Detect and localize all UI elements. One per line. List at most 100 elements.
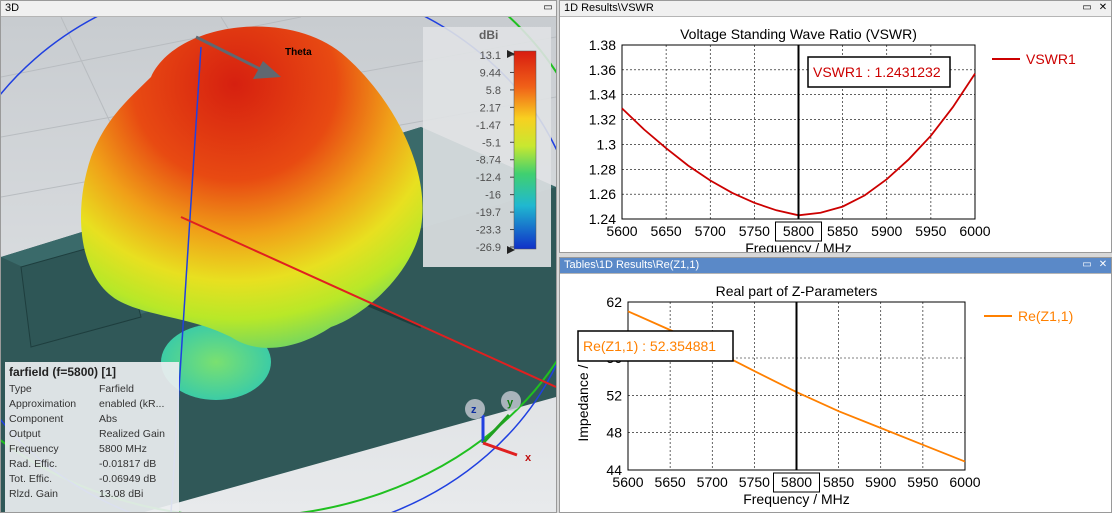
info-row: Component Abs [9, 412, 175, 427]
gizmo-x-label: x [525, 452, 532, 464]
chart-title: Real part of Z-Parameters [716, 283, 878, 299]
theta-label: Theta [285, 47, 312, 58]
legend-tick-label: 9.44 [480, 67, 501, 79]
x-tick-label: 5600 [612, 474, 643, 490]
y-tick-label: 1.36 [589, 62, 616, 78]
panel-rez-titlebar[interactable]: Tables\1D Results\Re(Z1,1) ▭ ✕ [560, 258, 1111, 274]
main-lobe [81, 26, 423, 348]
viewport-3d[interactable]: Theta dBi 13.1 9.44 5.8 2.17 -1.47 -5.1 -8.74 -… [1, 17, 556, 512]
color-legend: dBi 13.1 9.44 5.8 2.17 -1.47 -5.1 -8.74 -12.4 -1… [423, 27, 551, 267]
x-tick-label: 5850 [823, 474, 854, 490]
legend-tick-label: 5.8 [486, 85, 501, 97]
panel-vswr-titlebar[interactable]: 1D Results\VSWR ▭ ✕ [560, 1, 1111, 17]
marker-x-box [773, 472, 820, 493]
info-row: Type Farfield [9, 382, 175, 397]
info-value: 5800 MHz [99, 443, 147, 455]
farfield-scene[interactable]: Theta dBi 13.1 9.44 5.8 2.17 -1.47 -5.1 -8.74 -… [1, 17, 556, 513]
info-key: Rad. Effic. [9, 458, 58, 470]
x-tick-label: 5600 [606, 223, 637, 239]
info-value: -0.06949 dB [99, 473, 157, 485]
gizmo-z-label: z [471, 404, 477, 416]
y-tick-label: 1.24 [589, 211, 616, 227]
maximize-icon[interactable]: ▭ [543, 2, 553, 13]
x-tick-label: 5900 [865, 474, 896, 490]
theta-arrow [195, 35, 267, 74]
x-tick-label: 6000 [959, 223, 990, 239]
legend-tick-label: -26.9 [476, 242, 501, 254]
legend-colorbar [513, 50, 537, 250]
x-tick-label: 5650 [651, 223, 682, 239]
legend-tick-label: -12.4 [476, 172, 501, 184]
x-tick-label: 5700 [697, 474, 728, 490]
legend-label: VSWR1 [1026, 51, 1076, 67]
info-value: Abs [99, 413, 118, 425]
legend-bottom-arrow [507, 246, 515, 254]
marker-readout: Re(Z1,1) : 52.354881 [583, 338, 716, 354]
marker-readout-box[interactable] [577, 330, 734, 362]
y-tick-label: 1.32 [589, 112, 616, 128]
marker-readout-box[interactable] [807, 56, 951, 88]
info-heading: farfield (f=5800) [1] [9, 365, 117, 379]
panel-3d-title: 3D [5, 2, 20, 14]
chart-title: Voltage Standing Wave Ratio (VSWR) [680, 26, 917, 42]
marker-readout: VSWR1 : 1.2431232 [813, 64, 941, 80]
theta-arrowhead [253, 61, 281, 79]
legend-top-arrow [507, 50, 515, 58]
info-key: Tot. Effic. [9, 473, 52, 485]
legend-tick-label: -23.3 [476, 225, 501, 237]
maximize-icon[interactable]: ▭ [1082, 2, 1092, 13]
x-tick-label: 5900 [871, 223, 902, 239]
info-row: Output Realized Gain [9, 427, 175, 442]
y-tick-label: 1.34 [589, 87, 616, 103]
close-icon[interactable]: ✕ [1098, 2, 1108, 13]
x-tick-label: 5750 [739, 474, 770, 490]
y-tick-label: 52 [606, 387, 622, 403]
x-axis-line [180, 216, 556, 388]
y-tick-label: 48 [606, 425, 622, 441]
farfield-info-box: farfield (f=5800) [1] Type Farfield Approx… [5, 362, 179, 512]
info-row: Rlzd. Gain 13.08 dBi [9, 487, 175, 502]
legend-tick-label: 2.17 [480, 102, 501, 114]
panel-vswr[interactable]: 1D Results\VSWR ▭ ✕ Voltage Standing Wav… [559, 0, 1112, 253]
legend-tick-label: 13.1 [480, 50, 501, 62]
y-tick-label: 1.38 [589, 37, 616, 53]
x-tick-label: 5700 [695, 223, 726, 239]
close-icon[interactable]: ✕ [1098, 259, 1108, 270]
info-row: Rad. Effic. -0.01817 dB [9, 457, 175, 472]
info-value: -0.01817 dB [99, 458, 157, 470]
marker-x-box [775, 221, 822, 242]
info-row: Approximation enabled (kR... [9, 397, 175, 412]
legend-ticks: 13.1 9.44 5.8 2.17 -1.47 -5.1 -8.74 -12.4 -16 -19… [476, 50, 514, 254]
info-key: Rlzd. Gain [9, 488, 59, 500]
x-axis-label: Frequency / MHz [743, 491, 850, 507]
info-value: Farfield [99, 383, 135, 395]
x-axis-label: Frequency / MHz [745, 240, 852, 253]
panel-rez[interactable]: Tables\1D Results\Re(Z1,1) ▭ ✕ Real part… [559, 257, 1112, 513]
marker-x-label: 5800 [783, 223, 814, 239]
gizmo-y-label: y [507, 397, 514, 409]
x-tick-label: 5950 [907, 474, 938, 490]
info-row: Frequency 5800 MHz [9, 442, 175, 457]
x-tick-label: 5850 [827, 223, 858, 239]
rez-chart[interactable]: Real part of Z-Parameters 5600 5650 5700 575… [560, 274, 1111, 513]
y-tick-label: 44 [606, 462, 622, 478]
info-rows: Type Farfield Approximation enabled (kR... C… [9, 382, 175, 502]
maximize-icon[interactable]: ▭ [1082, 259, 1092, 270]
orientation-gizmo: z y x [465, 391, 532, 464]
x-tick-label: 5650 [655, 474, 686, 490]
info-key: Component [9, 413, 64, 425]
info-key: Frequency [9, 443, 59, 455]
y-tick-label: 1.26 [589, 186, 616, 202]
panel-3d[interactable]: 3D ▭ [0, 0, 557, 513]
panel-3d-titlebar[interactable]: 3D ▭ [1, 1, 556, 17]
legend-label: Re(Z1,1) [1018, 308, 1073, 324]
info-key: Type [9, 383, 32, 395]
marker-x-label: 5800 [781, 474, 812, 490]
vswr-chart[interactable]: Voltage Standing Wave Ratio (VSWR) 5600 56… [560, 17, 1111, 253]
legend-tick-label: -1.47 [476, 120, 501, 132]
info-value: Realized Gain [99, 428, 165, 440]
panel-rez-title: Tables\1D Results\Re(Z1,1) [564, 259, 700, 271]
x-tick-label: 5750 [739, 223, 770, 239]
legend-unit: dBi [479, 28, 498, 42]
